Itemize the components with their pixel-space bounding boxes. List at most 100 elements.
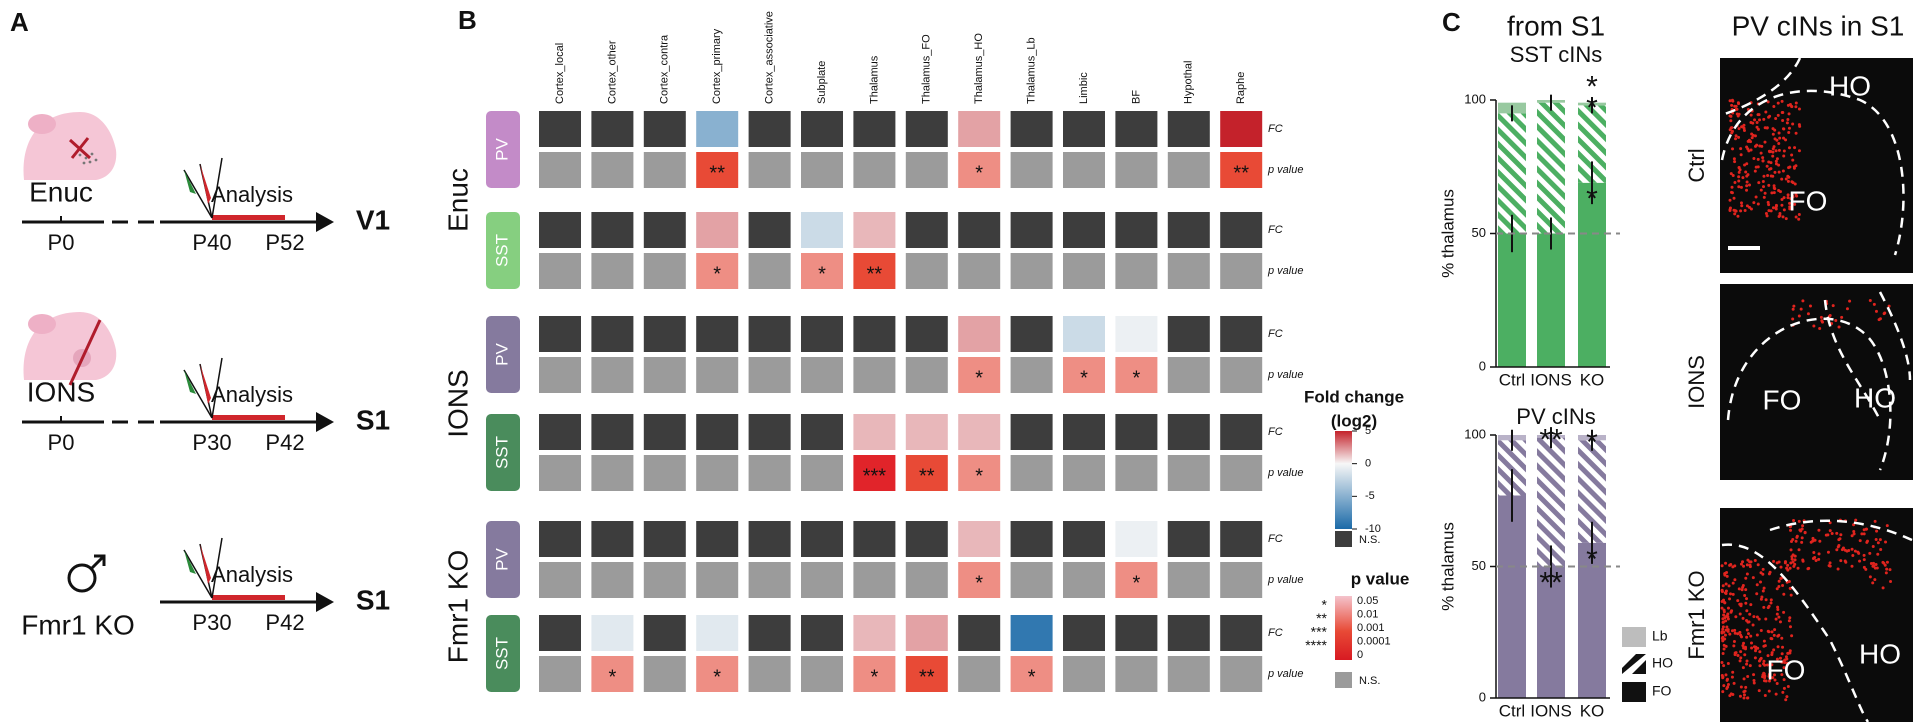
cell-dot [1739, 185, 1743, 189]
fc-cell [958, 414, 1001, 450]
panel-label: A [10, 7, 29, 37]
analysis-label: Analysis [211, 562, 293, 587]
cell-dot [1744, 588, 1748, 592]
cell-dot [1732, 681, 1736, 685]
p-cell [1167, 253, 1210, 289]
cell-dot [1722, 608, 1726, 612]
cell-dot [1765, 214, 1769, 218]
cell-dot [1758, 664, 1762, 668]
p-cell [1115, 357, 1158, 393]
column-label: Cortex_contra [659, 34, 671, 104]
p-cell [696, 455, 739, 491]
cell-dot [1755, 143, 1759, 147]
cell-dot [1736, 654, 1740, 658]
cell-dot [1798, 528, 1802, 532]
cell-type-label: SST [492, 234, 511, 267]
cell-dot [1732, 644, 1736, 648]
fc-cell [643, 521, 686, 557]
x-tick-label: KO [1580, 701, 1605, 720]
cell-dot [1755, 120, 1759, 124]
cell-dot [1784, 177, 1788, 181]
cell-dot [1878, 317, 1882, 321]
column-label: Cortex_associative [764, 11, 776, 104]
cell-dot [1845, 307, 1849, 311]
p-cell [1063, 656, 1105, 692]
row-kind: FC [1268, 123, 1283, 135]
cell-dot [1887, 304, 1891, 308]
colorbar [1335, 431, 1352, 529]
age-label: P42 [265, 610, 304, 635]
cell-dot [1797, 548, 1801, 552]
cell-dot [1739, 650, 1743, 654]
cell-dot [1876, 541, 1880, 545]
p-cell [696, 562, 739, 598]
x-tick-label: Ctrl [1499, 701, 1525, 720]
fc-cell [853, 414, 896, 450]
cell-dot [1761, 156, 1765, 160]
age-label: P40 [192, 230, 231, 255]
fc-cell [643, 316, 686, 352]
column-label: Thalamus [868, 55, 880, 104]
cell-dot [1777, 214, 1781, 218]
cell-dot [1780, 99, 1784, 103]
cell-dot [1775, 657, 1779, 661]
p-cell [1115, 562, 1158, 598]
cell-dot [1818, 539, 1822, 543]
bar-segment [1537, 233, 1565, 367]
p-cell [1063, 562, 1105, 598]
cell-dot [1743, 209, 1747, 213]
column-label: BF [1130, 90, 1142, 104]
cell-dot [1828, 529, 1832, 533]
cell-dot [1758, 650, 1762, 654]
column-label: Hypothal [1183, 61, 1195, 104]
cell-dot [1790, 194, 1794, 198]
cell-dot [1773, 137, 1777, 141]
electrode-red [200, 164, 211, 204]
p-cell [748, 253, 791, 289]
cell-dot [1775, 157, 1779, 161]
cell-dot [1756, 113, 1760, 117]
region-label: FO [1789, 185, 1828, 216]
cell-dot [1778, 656, 1782, 660]
fc-cell [958, 111, 1001, 147]
p-cell [801, 152, 843, 188]
p-stars: ** [709, 162, 725, 184]
cell-dot [1788, 625, 1792, 629]
cell-dot [1786, 563, 1790, 567]
cell-dot [1758, 144, 1762, 148]
p-cell [905, 357, 948, 393]
cell-dot [1854, 518, 1858, 522]
cell-dot [1874, 563, 1878, 567]
fc-cell [905, 316, 948, 352]
p-cell [748, 357, 791, 393]
cell-dot [1720, 564, 1724, 568]
cell-dot [1742, 693, 1746, 697]
y-axis-label: % thalamus [1438, 522, 1457, 611]
p-stars-legend: ** [1316, 610, 1327, 626]
y-tick-label: 50 [1472, 225, 1486, 240]
colorbar-tick-label: 5 [1365, 425, 1371, 437]
cell-dot [1733, 212, 1737, 216]
column-label: Thalamus_FO [921, 34, 933, 104]
p-stars: * [713, 666, 721, 688]
cell-dot [1796, 566, 1800, 570]
fc-cell [591, 212, 634, 248]
cell-dot [1885, 567, 1889, 571]
cell-dot [1744, 685, 1748, 689]
cell-dot [1762, 185, 1766, 189]
chart-title: SST cINs [1510, 42, 1603, 67]
p-stars: *** [863, 465, 887, 487]
cell-dot [1741, 616, 1745, 620]
cell-dot [1782, 678, 1786, 682]
cell-dot [1772, 104, 1776, 108]
significance-stars: ** [1539, 424, 1563, 457]
y-tick-label: 0 [1479, 689, 1486, 704]
p-cell [958, 152, 1001, 188]
cell-dot [1763, 674, 1767, 678]
row-name: Fmr1 KO [21, 609, 135, 640]
p-tick-label: 0.001 [1357, 622, 1385, 634]
fc-cell [1167, 414, 1210, 450]
cell-dot [1883, 563, 1887, 567]
p-cell [1010, 656, 1053, 692]
fc-cell [539, 316, 581, 352]
